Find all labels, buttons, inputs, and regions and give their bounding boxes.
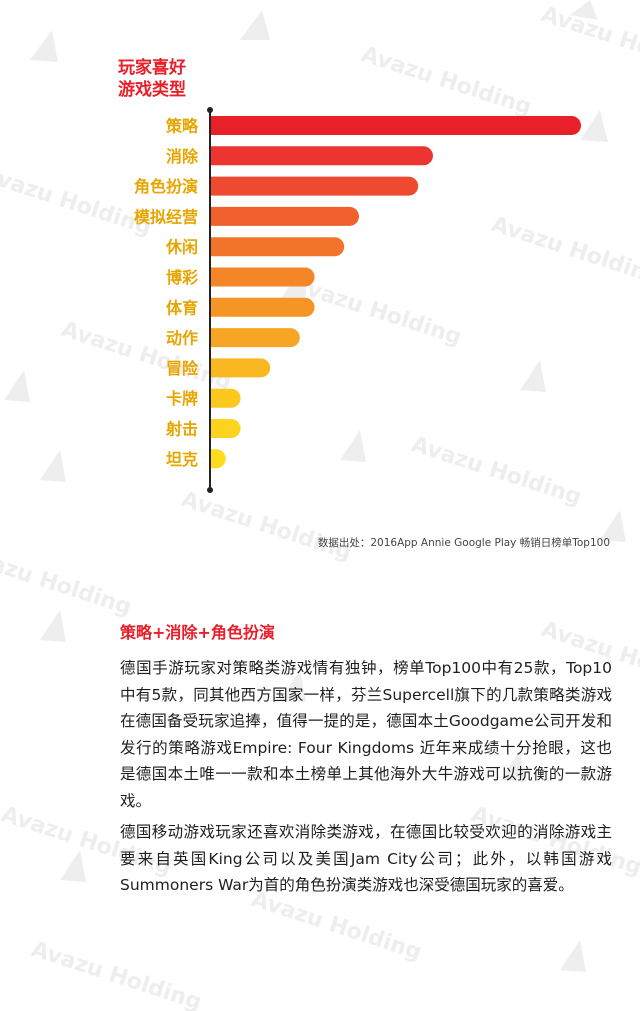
category-label: 坦克 [166, 450, 198, 469]
bar [211, 388, 241, 408]
category-label: 消除 [166, 147, 199, 166]
category-label: 卡牌 [166, 389, 198, 408]
category-label: 动作 [166, 329, 198, 348]
category-label: 模拟经营 [134, 207, 198, 226]
category-label: 射击 [165, 420, 198, 439]
category-label: 角色扮演 [134, 177, 198, 196]
bar [211, 419, 241, 438]
category-label: 策略 [165, 117, 199, 136]
axis-end-dot [207, 107, 213, 113]
watermark-text: Avazu Holding [248, 887, 424, 966]
source-note: 数据出处：2016App Annie Google Play 畅销日榜单Top1… [317, 537, 610, 549]
category-label: 博彩 [166, 268, 198, 287]
axis-end-dot [207, 487, 213, 493]
category-label: 体育 [166, 298, 198, 317]
bar [211, 267, 315, 287]
paragraph: 德国手游玩家对策略类游戏情有独钟，榜单Top100中有25款，Top10中有5款… [120, 659, 612, 810]
watermark-text: Avazu Holding [28, 937, 204, 1011]
chart-title: 玩家喜好 游戏类型 [118, 57, 186, 101]
bar [211, 206, 359, 226]
category-label: 休闲 [165, 238, 198, 257]
bar [211, 176, 419, 196]
category-label: 冒险 [166, 359, 199, 378]
bar [211, 116, 581, 135]
section-title: 策略+消除+角色扮演 [120, 623, 275, 642]
bar [211, 328, 300, 348]
bar [211, 358, 271, 378]
bar [211, 146, 433, 166]
bar [211, 449, 226, 469]
paragraph: 德国移动游戏玩家还喜欢消除类游戏，在德国比较受欢迎的消除游戏主要来自英国King… [120, 823, 612, 894]
chart-title-line: 游戏类型 [118, 80, 186, 100]
bar [211, 237, 345, 257]
chart-title-line: 玩家喜好 [118, 58, 186, 78]
bar [211, 297, 315, 317]
